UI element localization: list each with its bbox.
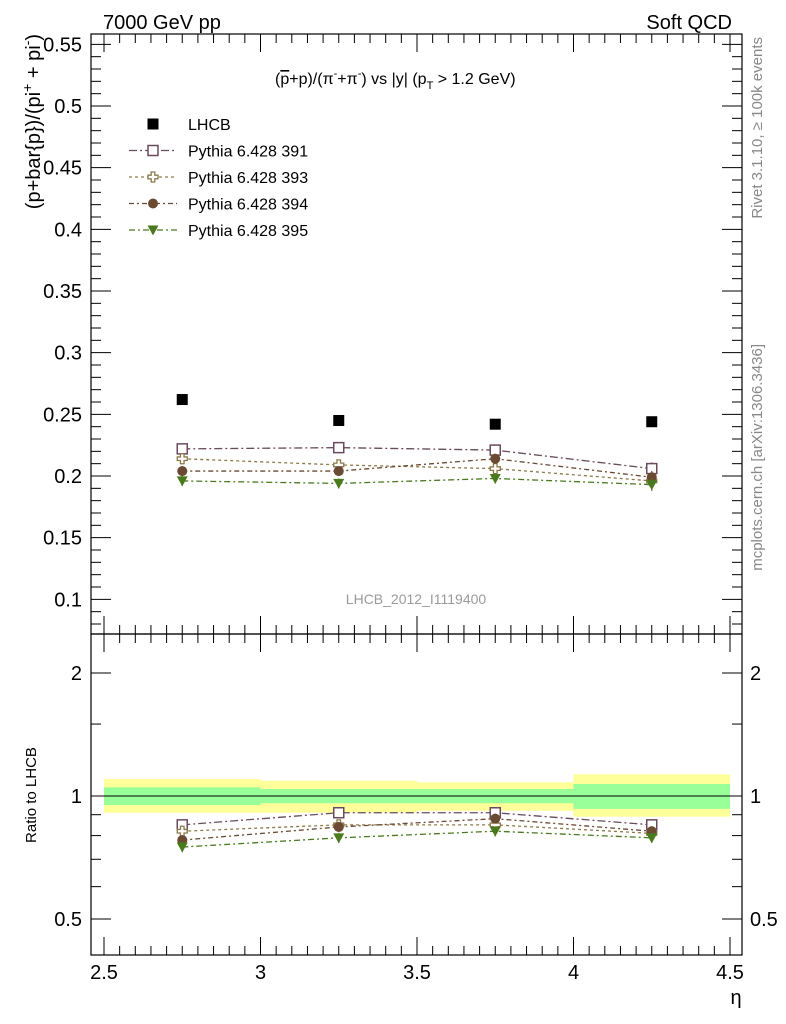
main-x-ticks [103, 34, 731, 634]
ratio-y-tick-label: 2 [71, 663, 82, 685]
series-line-2 [182, 458, 652, 482]
data-point [489, 473, 501, 484]
legend-label: LHCB [188, 117, 231, 134]
data-point [489, 462, 501, 475]
ratio-point [489, 826, 501, 837]
data-point [176, 443, 188, 455]
main-y-tick-label: 0.1 [54, 589, 82, 611]
legend-marker [148, 198, 158, 209]
ratio-y-tick-label: 1 [71, 786, 82, 808]
ratio-uncertainty-bands [104, 774, 730, 817]
ratio-y-tick-label-right: 1 [750, 786, 761, 808]
data-point [490, 453, 501, 464]
series-line-4 [182, 477, 652, 486]
series-line-3 [182, 458, 652, 478]
ratio-point [490, 813, 501, 824]
main-y-axis: 0.1 0.15 0.2 0.25 0.3 0.35 0.4 0.45 0.5 0.55 [43, 34, 742, 625]
data-point [176, 394, 188, 406]
ratio-y-tick-label: 0.5 [54, 909, 82, 931]
legend-marker [147, 144, 159, 157]
main-y-tick-label: 0.35 [43, 281, 82, 303]
legend-label: Pythia 6.428 394 [188, 197, 308, 214]
ratio-line-3 [182, 830, 652, 848]
main-y-tick-label: 0.45 [43, 158, 82, 180]
ratio-panel: 0.5 0.5 1 1 2 2 2.5 3 3.5 4 4.5 Ratio to LHCB η [23, 633, 778, 1009]
x-axis-label: η [730, 987, 741, 1009]
legend: LHCB Pythia 6.428 391 Pythia 6.428 393 Pyth… [129, 117, 308, 240]
x-tick-label: 3 [255, 962, 266, 984]
header-left: 7000 GeV pp [103, 12, 221, 34]
data-point [646, 480, 658, 491]
main-series-lines [182, 446, 652, 486]
main-y-label: (p+bar{p})/(pi+ + pi-) [19, 34, 45, 209]
main-y-tick-label: 0.4 [54, 219, 82, 241]
data-point [176, 476, 188, 487]
data-point [333, 441, 345, 454]
data-point [489, 418, 501, 430]
legend-label: Pythia 6.428 393 [188, 170, 308, 187]
ratio-point [333, 833, 345, 844]
ratio-point [333, 821, 344, 832]
ratio-series-lines [182, 812, 652, 848]
analysis-watermark: LHCB_2012_I1119400 [346, 591, 487, 607]
main-y-tick-label: 0.15 [43, 528, 82, 550]
data-point [646, 472, 657, 483]
data-point [646, 416, 658, 428]
data-point [333, 415, 345, 426]
ratio-point [646, 833, 658, 844]
ratio-y-tick-label-right: 0.5 [750, 909, 778, 931]
data-point [176, 453, 188, 465]
ratio-line-2 [182, 818, 652, 841]
main-panel: 0.1 0.15 0.2 0.25 0.3 0.35 0.4 0.45 0.5 0.55 (p+p… [19, 33, 743, 635]
legend-marker [147, 171, 159, 183]
ratio-x-axis: 2.5 3 3.5 4 4.5 [90, 634, 744, 984]
main-y-tick-label: 0.2 [54, 466, 82, 488]
x-tick-label: 3.5 [403, 962, 431, 984]
ratio-point [176, 842, 188, 853]
data-point [333, 466, 344, 477]
main-y-tick-label: 0.5 [54, 96, 82, 118]
x-tick-label: 4.5 [716, 962, 744, 984]
ratio-line-0 [182, 812, 652, 826]
x-tick-label: 2.5 [90, 962, 118, 984]
main-y-tick-label: 0.55 [43, 34, 82, 56]
legend-marker [147, 225, 159, 236]
ratio-line-1 [182, 824, 652, 835]
data-point [489, 444, 501, 456]
data-point [177, 466, 188, 477]
main-series-markers [176, 394, 658, 491]
ratio-point [333, 806, 345, 819]
chart-title: (p+p)/(π-+π-) vs |y| (pT > 1.2 GeV) [275, 68, 516, 92]
rivet-version-label: Rivet 3.1.10, ≥ 100k events [749, 37, 766, 219]
ratio-y-label: Ratio to LHCB [23, 747, 40, 843]
legend-label: Pythia 6.428 391 [188, 144, 308, 161]
ratio-y-axis: 0.5 0.5 1 1 2 2 [54, 663, 778, 931]
main-y-tick-label: 0.3 [54, 343, 82, 365]
legend-marker [147, 118, 159, 130]
x-tick-label: 4 [568, 962, 579, 984]
legend-label: Pythia 6.428 395 [188, 223, 308, 240]
series-line-1 [182, 446, 652, 470]
data-point [333, 478, 345, 489]
main-y-tick-label: 0.25 [43, 404, 82, 426]
mcplots-credit-label: mcplots.cern.ch [arXiv:1306.3436] [749, 344, 766, 571]
ratio-series-markers [176, 806, 658, 853]
ratio-y-tick-label-right: 2 [750, 663, 761, 685]
header-right: Soft QCD [646, 12, 732, 34]
